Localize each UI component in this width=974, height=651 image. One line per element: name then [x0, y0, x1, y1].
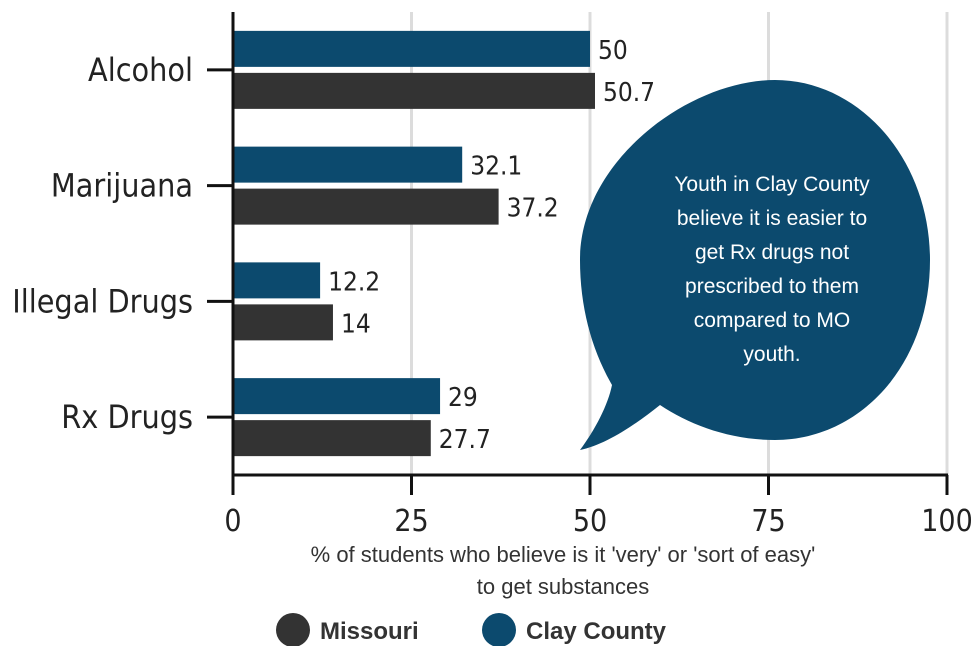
bar-clay-county-alcohol [233, 30, 590, 67]
category-label-marijuana: Marijuana [51, 167, 193, 205]
bar-missouri-marijuana [233, 188, 499, 225]
speech-bubble-line-1: Youth in Clay County [674, 173, 870, 196]
callout-bubble: Youth in Clay County believe it is easier… [580, 80, 930, 450]
legend-swatch-clay-county [482, 613, 516, 647]
bar-missouri-illegal-drugs [233, 304, 333, 341]
bar-clay-county-rx-drugs [233, 378, 441, 415]
x-axis-title-line-2: to get substances [477, 574, 649, 599]
bar-missouri-rx-drugs [233, 420, 431, 457]
bar-clay-county-marijuana [233, 146, 463, 183]
bar-missouri-alcohol [233, 72, 595, 109]
value-label-clay-county-alcohol: 50 [598, 36, 628, 66]
bars: 50 50.7 32.1 37.2 12.2 14 29 27.7 [233, 30, 655, 457]
legend-label-missouri: Missouri [320, 618, 419, 645]
x-tick-label-100: 100 [921, 504, 973, 539]
speech-bubble-line-5: compared to MO [694, 309, 850, 332]
category-label-rx-drugs: Rx Drugs [61, 398, 193, 436]
speech-bubble-line-2: believe it is easier to [677, 207, 867, 230]
category-label-alcohol: Alcohol [88, 51, 193, 89]
speech-bubble-line-6: youth. [743, 343, 800, 366]
axes: 0 25 50 75 100 Alcohol Marijuana Illegal Drugs R… [12, 12, 973, 539]
speech-bubble-shape [580, 80, 930, 450]
speech-bubble-line-4: prescribed to them [685, 275, 859, 298]
value-label-clay-county-illegal-drugs: 12.2 [328, 267, 380, 297]
value-label-clay-county-rx-drugs: 29 [448, 383, 478, 413]
bar-clay-county-illegal-drugs [233, 262, 321, 299]
legend-label-clay-county: Clay County [526, 618, 667, 645]
x-tick-label-75: 75 [751, 504, 785, 539]
category-label-illegal-drugs: Illegal Drugs [12, 282, 193, 320]
legend-swatch-missouri [276, 613, 310, 647]
value-label-missouri-illegal-drugs: 14 [341, 309, 371, 339]
value-label-missouri-alcohol: 50.7 [603, 78, 655, 108]
x-axis-title-line-1: % of students who believe is it 'very' o… [311, 542, 816, 567]
x-tick-label-0: 0 [224, 504, 241, 539]
x-tick-label-25: 25 [394, 504, 428, 539]
value-label-missouri-marijuana: 37.2 [507, 194, 559, 224]
x-tick-label-50: 50 [573, 504, 607, 539]
x-axis-title: % of students who believe is it 'very' o… [311, 542, 816, 599]
legend: Missouri Clay County [276, 613, 667, 647]
value-label-clay-county-marijuana: 32.1 [470, 152, 522, 182]
value-label-missouri-rx-drugs: 27.7 [439, 425, 491, 455]
speech-bubble-line-3: get Rx drugs not [695, 241, 849, 264]
